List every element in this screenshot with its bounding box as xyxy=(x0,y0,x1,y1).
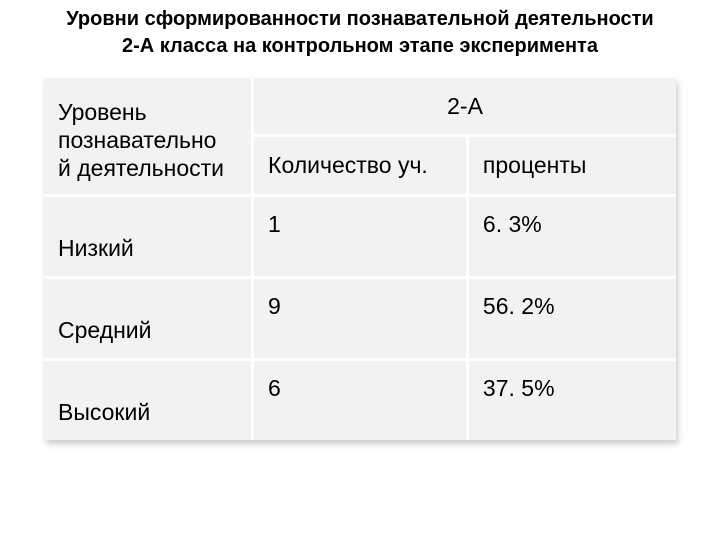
row-label: Высокий xyxy=(44,360,253,441)
cell-percent: 56. 2% xyxy=(467,278,676,360)
header-group-label: 2-А xyxy=(447,93,483,119)
cell-count-text: 1 xyxy=(268,211,281,237)
cell-count-text: 6 xyxy=(268,375,281,401)
subheader-percent-label: проценты xyxy=(483,152,587,178)
header-main-l2: познавательно xyxy=(58,127,216,153)
row-label-text: Низкий xyxy=(58,235,134,261)
header-main-l1: Уровень xyxy=(58,99,147,125)
cell-percent-text: 56. 2% xyxy=(483,293,555,319)
cell-count: 6 xyxy=(253,360,468,441)
header-group: 2-А xyxy=(253,78,676,136)
cell-count: 1 xyxy=(253,196,468,278)
cell-percent-text: 37. 5% xyxy=(483,375,555,401)
header-main-l3: й деятельности xyxy=(58,155,224,181)
cell-percent: 6. 3% xyxy=(467,196,676,278)
table-row: Низкий 1 6. 3% xyxy=(44,196,676,278)
data-table: Уровень познавательно й деятельности 2-А… xyxy=(44,78,676,440)
page-title: Уровни сформированности познавательной д… xyxy=(0,0,720,78)
subheader-percent: проценты xyxy=(467,136,676,196)
row-label-text: Средний xyxy=(58,317,152,343)
cell-count: 9 xyxy=(253,278,468,360)
table-container: Уровень познавательно й деятельности 2-А… xyxy=(0,78,720,440)
cell-percent-text: 6. 3% xyxy=(483,211,542,237)
table-header-row-1: Уровень познавательно й деятельности 2-А xyxy=(44,78,676,136)
title-line-2: 2-А класса на контрольном этапе эксперим… xyxy=(122,35,598,57)
row-label: Низкий xyxy=(44,196,253,278)
cell-count-text: 9 xyxy=(268,293,281,319)
cell-percent: 37. 5% xyxy=(467,360,676,441)
subheader-count: Количество уч. xyxy=(253,136,468,196)
table-row: Высокий 6 37. 5% xyxy=(44,360,676,441)
subheader-count-label: Количество уч. xyxy=(268,152,428,178)
row-label: Средний xyxy=(44,278,253,360)
row-label-text: Высокий xyxy=(58,399,150,425)
header-main: Уровень познавательно й деятельности xyxy=(44,78,253,196)
table-row: Средний 9 56. 2% xyxy=(44,278,676,360)
title-line-1: Уровни сформированности познавательной д… xyxy=(66,8,653,30)
